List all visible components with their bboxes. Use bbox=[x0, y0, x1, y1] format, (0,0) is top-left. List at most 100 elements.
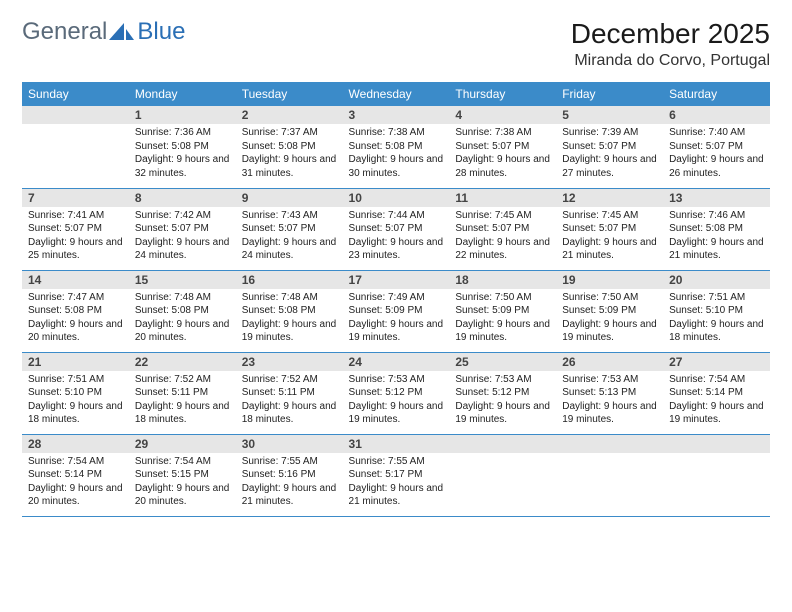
day-detail-line: Daylight: 9 hours and 19 minutes. bbox=[455, 400, 550, 427]
calendar-week-row: 21Sunrise: 7:51 AMSunset: 5:10 PMDayligh… bbox=[22, 352, 770, 434]
day-detail-line: Sunrise: 7:45 AM bbox=[455, 209, 550, 223]
day-detail-line: Daylight: 9 hours and 18 minutes. bbox=[135, 400, 230, 427]
day-detail-lines: Sunrise: 7:52 AMSunset: 5:11 PMDaylight:… bbox=[135, 373, 230, 427]
day-detail-lines: Sunrise: 7:55 AMSunset: 5:16 PMDaylight:… bbox=[242, 455, 337, 509]
day-detail-line: Sunset: 5:17 PM bbox=[349, 468, 444, 482]
calendar-day-cell bbox=[449, 434, 556, 516]
day-detail-lines: Sunrise: 7:45 AMSunset: 5:07 PMDaylight:… bbox=[455, 209, 550, 263]
day-detail-line: Daylight: 9 hours and 23 minutes. bbox=[349, 236, 444, 263]
day-detail-line: Daylight: 9 hours and 19 minutes. bbox=[455, 318, 550, 345]
day-detail-line: Sunset: 5:08 PM bbox=[28, 304, 123, 318]
day-detail-line: Daylight: 9 hours and 19 minutes. bbox=[242, 318, 337, 345]
day-detail-line: Sunrise: 7:48 AM bbox=[135, 291, 230, 305]
day-detail-line: Sunrise: 7:47 AM bbox=[28, 291, 123, 305]
day-detail-line: Sunrise: 7:39 AM bbox=[562, 126, 657, 140]
day-detail-line: Sunrise: 7:54 AM bbox=[669, 373, 764, 387]
calendar-day-cell: 21Sunrise: 7:51 AMSunset: 5:10 PMDayligh… bbox=[22, 352, 129, 434]
day-detail-line: Sunrise: 7:53 AM bbox=[562, 373, 657, 387]
day-detail-line: Daylight: 9 hours and 18 minutes. bbox=[28, 400, 123, 427]
day-detail-line: Daylight: 9 hours and 32 minutes. bbox=[135, 153, 230, 180]
calendar-day-cell: 17 Sunrise: 7:49 AMSunset: 5:09 PMDayligh… bbox=[343, 270, 450, 352]
weekday-header: Saturday bbox=[663, 82, 770, 106]
day-detail-line: Sunset: 5:08 PM bbox=[349, 140, 444, 154]
day-detail-line: Daylight: 9 hours and 19 minutes. bbox=[562, 318, 657, 345]
day-number: 1 bbox=[129, 106, 236, 124]
calendar-body: 1Sunrise: 7:36 AMSunset: 5:08 PMDaylight… bbox=[22, 106, 770, 516]
logo-sail-icon bbox=[109, 23, 135, 41]
weekday-header: Monday bbox=[129, 82, 236, 106]
day-detail-line: Sunrise: 7:40 AM bbox=[669, 126, 764, 140]
day-detail-lines: Sunrise: 7:48 AMSunset: 5:08 PMDaylight:… bbox=[242, 291, 337, 345]
day-number: 19 bbox=[556, 271, 663, 289]
day-detail-line: Daylight: 9 hours and 25 minutes. bbox=[28, 236, 123, 263]
day-number: 3 bbox=[343, 106, 450, 124]
day-detail-lines: Sunrise: 7:54 AMSunset: 5:15 PMDaylight:… bbox=[135, 455, 230, 509]
weekday-header: Friday bbox=[556, 82, 663, 106]
calendar-grid: SundayMondayTuesdayWednesdayThursdayFrid… bbox=[22, 82, 770, 517]
calendar-day-cell: 16 Sunrise: 7:48 AMSunset: 5:08 PMDayligh… bbox=[236, 270, 343, 352]
calendar-day-cell: 5Sunrise: 7:39 AMSunset: 5:07 PMDaylight… bbox=[556, 106, 663, 188]
calendar-day-cell: 11Sunrise: 7:45 AMSunset: 5:07 PMDayligh… bbox=[449, 188, 556, 270]
day-detail-line: Sunset: 5:07 PM bbox=[562, 140, 657, 154]
day-detail-line: Sunset: 5:09 PM bbox=[455, 304, 550, 318]
day-detail-line: Daylight: 9 hours and 28 minutes. bbox=[455, 153, 550, 180]
day-detail-lines: Sunrise: 7:53 AMSunset: 5:13 PMDaylight:… bbox=[562, 373, 657, 427]
day-detail-line: Sunrise: 7:38 AM bbox=[455, 126, 550, 140]
day-detail-line: Daylight: 9 hours and 19 minutes. bbox=[562, 400, 657, 427]
day-detail-line: Sunrise: 7:36 AM bbox=[135, 126, 230, 140]
day-detail-line: Sunset: 5:07 PM bbox=[242, 222, 337, 236]
calendar-day-cell: 19 Sunrise: 7:50 AMSunset: 5:09 PMDayligh… bbox=[556, 270, 663, 352]
calendar-day-cell: 12Sunrise: 7:45 AMSunset: 5:07 PMDayligh… bbox=[556, 188, 663, 270]
day-number: 10 bbox=[343, 189, 450, 207]
day-detail-line: Sunset: 5:08 PM bbox=[242, 140, 337, 154]
day-number: 28 bbox=[22, 435, 129, 453]
day-detail-lines: Sunrise: 7:50 AMSunset: 5:09 PMDaylight:… bbox=[562, 291, 657, 345]
day-number: 14 bbox=[22, 271, 129, 289]
day-detail-lines: Sunrise: 7:53 AMSunset: 5:12 PMDaylight:… bbox=[455, 373, 550, 427]
day-detail-lines: Sunrise: 7:50 AMSunset: 5:09 PMDaylight:… bbox=[455, 291, 550, 345]
day-detail-line: Daylight: 9 hours and 31 minutes. bbox=[242, 153, 337, 180]
day-detail-line: Daylight: 9 hours and 19 minutes. bbox=[349, 318, 444, 345]
day-detail-line: Sunset: 5:07 PM bbox=[28, 222, 123, 236]
day-detail-line: Sunset: 5:16 PM bbox=[242, 468, 337, 482]
day-detail-lines: Sunrise: 7:41 AMSunset: 5:07 PMDaylight:… bbox=[28, 209, 123, 263]
calendar-day-cell: 24Sunrise: 7:53 AMSunset: 5:12 PMDayligh… bbox=[343, 352, 450, 434]
calendar-day-cell: 25Sunrise: 7:53 AMSunset: 5:12 PMDayligh… bbox=[449, 352, 556, 434]
day-number: 27 bbox=[663, 353, 770, 371]
day-number: 22 bbox=[129, 353, 236, 371]
day-detail-line: Daylight: 9 hours and 19 minutes. bbox=[669, 400, 764, 427]
day-number: 2 bbox=[236, 106, 343, 124]
day-number: 9 bbox=[236, 189, 343, 207]
calendar-day-cell: 8Sunrise: 7:42 AMSunset: 5:07 PMDaylight… bbox=[129, 188, 236, 270]
day-detail-lines: Sunrise: 7:48 AMSunset: 5:08 PMDaylight:… bbox=[135, 291, 230, 345]
calendar-day-cell: 28Sunrise: 7:54 AMSunset: 5:14 PMDayligh… bbox=[22, 434, 129, 516]
day-detail-line: Daylight: 9 hours and 27 minutes. bbox=[562, 153, 657, 180]
header: General Blue December 2025 Miranda do Co… bbox=[22, 18, 770, 70]
calendar-week-row: 14Sunrise: 7:47 AMSunset: 5:08 PMDayligh… bbox=[22, 270, 770, 352]
day-detail-line: Sunrise: 7:44 AM bbox=[349, 209, 444, 223]
day-detail-line: Sunset: 5:08 PM bbox=[242, 304, 337, 318]
day-detail-lines: Sunrise: 7:47 AMSunset: 5:08 PMDaylight:… bbox=[28, 291, 123, 345]
day-detail-line: Sunrise: 7:49 AM bbox=[349, 291, 444, 305]
day-detail-lines: Sunrise: 7:42 AMSunset: 5:07 PMDaylight:… bbox=[135, 209, 230, 263]
day-number: 15 bbox=[129, 271, 236, 289]
day-detail-line: Daylight: 9 hours and 19 minutes. bbox=[349, 400, 444, 427]
logo-text-blue: Blue bbox=[137, 18, 185, 46]
day-detail-lines: Sunrise: 7:43 AMSunset: 5:07 PMDaylight:… bbox=[242, 209, 337, 263]
day-detail-line: Sunset: 5:07 PM bbox=[455, 140, 550, 154]
day-detail-line: Sunset: 5:07 PM bbox=[669, 140, 764, 154]
day-detail-line: Daylight: 9 hours and 21 minutes. bbox=[242, 482, 337, 509]
day-detail-line: Sunset: 5:10 PM bbox=[28, 386, 123, 400]
weekday-header: Sunday bbox=[22, 82, 129, 106]
day-detail-line: Sunrise: 7:38 AM bbox=[349, 126, 444, 140]
day-number: 17 bbox=[343, 271, 450, 289]
day-detail-lines: Sunrise: 7:49 AMSunset: 5:09 PMDaylight:… bbox=[349, 291, 444, 345]
day-number: 23 bbox=[236, 353, 343, 371]
day-number: 16 bbox=[236, 271, 343, 289]
day-detail-lines: Sunrise: 7:46 AMSunset: 5:08 PMDaylight:… bbox=[669, 209, 764, 263]
day-detail-lines: Sunrise: 7:36 AMSunset: 5:08 PMDaylight:… bbox=[135, 126, 230, 180]
calendar-week-row: 1Sunrise: 7:36 AMSunset: 5:08 PMDaylight… bbox=[22, 106, 770, 188]
calendar-day-cell: 20Sunrise: 7:51 AMSunset: 5:10 PMDayligh… bbox=[663, 270, 770, 352]
day-detail-line: Daylight: 9 hours and 18 minutes. bbox=[242, 400, 337, 427]
day-detail-line: Sunrise: 7:41 AM bbox=[28, 209, 123, 223]
